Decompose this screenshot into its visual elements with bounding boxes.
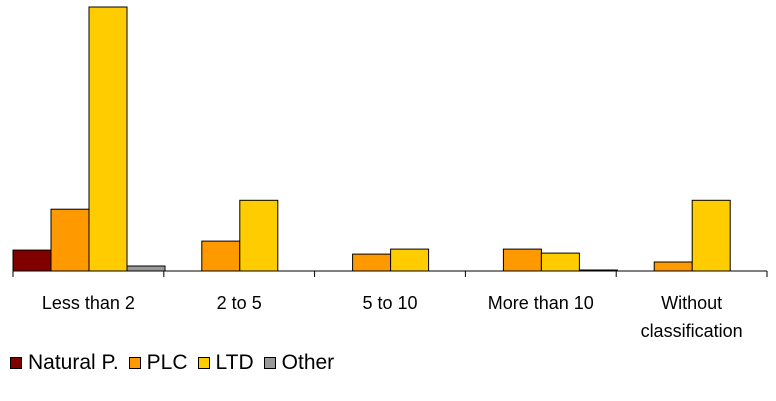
legend-item-natural-p: Natural P. (10, 351, 119, 375)
bar-ltd-2-to-5 (239, 199, 279, 272)
legend-item-ltd: LTD (197, 351, 254, 375)
legend-swatch-plc (128, 357, 141, 369)
legend-label-ltd: LTD (215, 351, 254, 374)
legend-label-other: Other (281, 351, 335, 374)
legend-swatch-other (263, 357, 276, 369)
bar-plc-more-than-10 (502, 248, 542, 272)
bars-group (12, 6, 731, 272)
x-axis-tick-labels: Less than 2 2 to 5 5 to 10 More than 10 With… (42, 293, 743, 341)
bar-plc-without-classification (653, 261, 693, 272)
bar-plc-2-to-5 (201, 240, 241, 272)
bar-ltd-5-to-10 (390, 248, 430, 272)
x-tick-label-2-to-5: 2 to 5 (217, 293, 262, 313)
x-axis-ticks (12, 271, 768, 277)
bar-plc-less-than-2 (50, 208, 90, 272)
bar-other-less-than-2 (126, 265, 166, 272)
x-tick-label-more-than-10: More than 10 (488, 293, 594, 313)
legend-item-other: Other (263, 351, 335, 375)
x-tick-label-without-classification: Without classification (641, 293, 743, 341)
legend: Natural P. PLC LTD Other (10, 350, 344, 376)
legend-label-plc: PLC (146, 351, 188, 374)
legend-label-natural-p: Natural P. (28, 351, 119, 374)
bar-natural-p-less-than-2 (12, 249, 52, 272)
x-tick-label-less-than-2: Less than 2 (42, 293, 135, 313)
legend-item-plc: PLC (128, 351, 188, 375)
bar-ltd-less-than-2 (88, 6, 128, 272)
x-tick-label-5-to-10: 5 to 10 (362, 293, 417, 313)
legend-swatch-ltd (197, 357, 210, 369)
bar-ltd-without-classification (691, 199, 731, 272)
legend-swatch-natural-p (10, 357, 22, 369)
bar-plc-5-to-10 (352, 253, 392, 272)
bar-ltd-more-than-10 (540, 252, 580, 272)
